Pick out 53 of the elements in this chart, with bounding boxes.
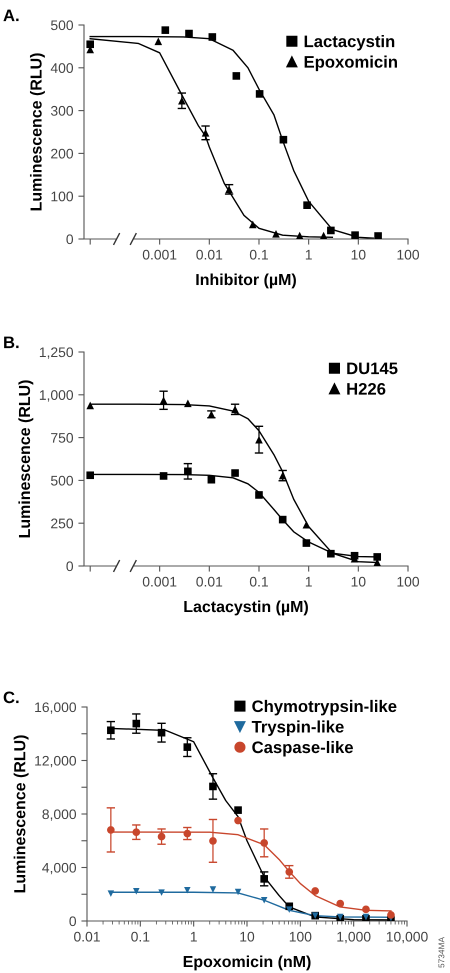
x-tick-label: 0.001	[142, 576, 176, 587]
y-axis-title: Luminescence (RLU)	[14, 735, 29, 892]
x-tick-label: 1,000	[337, 932, 371, 944]
x-tick-label: 1	[306, 250, 312, 260]
x-tick-label: 1	[306, 576, 312, 586]
legend-label: Epoxomicin	[304, 56, 397, 72]
y-tick-label: 0	[66, 561, 74, 572]
x-tick-label: 1	[190, 932, 197, 942]
y-tick-label: 250	[51, 518, 74, 528]
x-tick-label: 100	[290, 932, 312, 942]
y-tick-label: 200	[51, 148, 74, 159]
x-tick-label: 10	[352, 576, 366, 587]
y-tick-label: 12,000	[35, 756, 76, 768]
y-tick-label: 16,000	[35, 702, 76, 714]
chart-title: B.	[4, 336, 19, 348]
legend-label: Chymotrypsin-like	[252, 700, 396, 716]
x-axis-title: Lactacystin (µM)	[184, 600, 308, 616]
legend-label: DU145	[347, 362, 398, 374]
text: 5734MA	[438, 936, 444, 968]
legend-label: Lactacystin	[304, 35, 394, 51]
y-tick-label: 1,000	[40, 390, 74, 402]
legend-label: Caspase-like	[252, 740, 353, 756]
y-tick-label: 750	[51, 432, 74, 443]
x-tick-label: 0.001	[142, 250, 176, 260]
x-tick-label: 0.1	[250, 250, 268, 260]
y-tick-label: 500	[50, 476, 74, 486]
x-axis-title: Inhibitor (µM)	[196, 273, 296, 288]
legend-label: Tryspin-like	[252, 720, 344, 736]
x-tick-label: 0.1	[131, 932, 150, 942]
legend-label: H226	[347, 382, 386, 395]
y-tick-label: 8,000	[42, 809, 76, 821]
chart-title: C.	[4, 691, 19, 704]
x-tick-label: 10	[352, 250, 366, 260]
y-tick-label: 0	[69, 916, 76, 926]
y-axis-title: Luminescence (RLU)	[18, 380, 34, 538]
x-tick-label: 100	[397, 576, 420, 587]
x-axis-title: Epoxomicin (nM)	[184, 955, 311, 970]
x-tick-label: 0.01	[196, 576, 222, 587]
x-tick-label: 0.01	[196, 250, 222, 260]
y-tick-label: 4,000	[42, 862, 76, 874]
y-tick-label: 300	[50, 106, 74, 116]
x-tick-label: 0.01	[74, 932, 100, 942]
x-tick-label: 10	[240, 932, 254, 942]
x-tick-label: 0.1	[250, 576, 268, 587]
x-tick-label: 10,000	[386, 932, 428, 944]
chart-title: A.	[3, 10, 19, 22]
y-tick-label: 0	[66, 234, 74, 244]
x-tick-label: 100	[397, 250, 420, 260]
y-tick-label: 400	[50, 63, 74, 73]
y-tick-label: 500	[50, 20, 74, 30]
y-tick-label: 100	[51, 192, 74, 202]
y-tick-label: 1,250	[40, 347, 74, 359]
y-axis-title: Luminescence (RLU)	[30, 53, 45, 210]
